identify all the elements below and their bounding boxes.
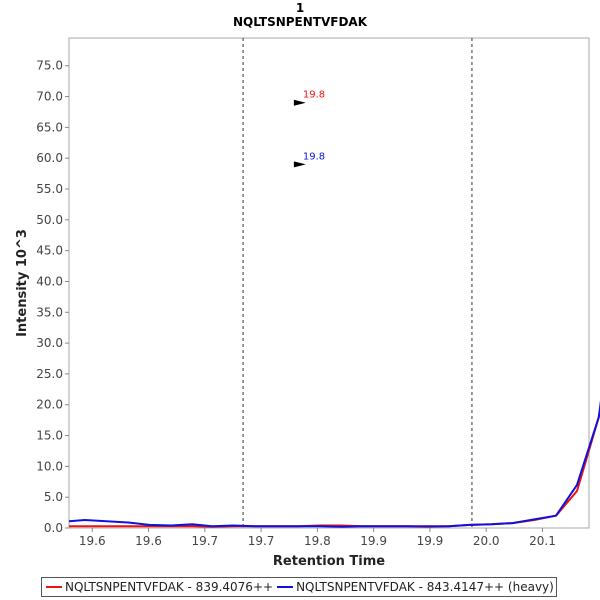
- series-line-1: [68, 400, 600, 528]
- x-axis: 19.6 19.6 19.7 19.7 19.8 19.9 19.9 20.0 20.1: [79, 528, 556, 548]
- peak-label: 19.8: [303, 151, 325, 162]
- x-tick-label: 19.6: [135, 534, 162, 548]
- integration-boundaries: [242, 38, 473, 528]
- x-tick-label: 19.9: [417, 534, 444, 548]
- plot-area: [68, 37, 590, 529]
- x-tick-label: 20.0: [473, 534, 500, 548]
- y-tick-label: 40.0: [36, 274, 63, 288]
- chart-title: 1: [296, 1, 304, 15]
- y-tick-label: 45.0: [36, 244, 63, 258]
- legend-swatch-blue-line: [277, 586, 294, 588]
- y-tick-label: 70.0: [36, 90, 63, 104]
- y-tick-label: 60.0: [36, 151, 63, 165]
- x-tick-label: 19.8: [304, 534, 331, 548]
- peak-annotations: 19.8 19.8: [293, 90, 325, 168]
- x-tick-label: 20.1: [529, 534, 556, 548]
- y-tick-label: 20.0: [36, 398, 63, 412]
- y-tick-label: 75.0: [36, 59, 63, 73]
- legend-item-heavy[interactable]: NQLTSNPENTVFDAK - 843.4147++ (heavy): [277, 580, 554, 594]
- y-tick-label: 35.0: [36, 305, 63, 319]
- peak-arrow: [293, 161, 306, 168]
- chart-subtitle: NQLTSNPENTVFDAK: [233, 15, 368, 29]
- x-tick-label: 19.6: [79, 534, 106, 548]
- legend-label-light: NQLTSNPENTVFDAK - 839.4076++: [65, 580, 274, 594]
- legend-label-heavy: NQLTSNPENTVFDAK - 843.4147++ (heavy): [296, 580, 554, 594]
- y-tick-label: 10.0: [36, 459, 63, 473]
- y-tick-label: 30.0: [36, 336, 63, 350]
- legend-swatch-red-line: [46, 586, 62, 588]
- peak-label: 19.8: [303, 90, 325, 101]
- y-tick-label: 5.0: [44, 490, 63, 504]
- series-lines: [68, 400, 600, 528]
- chromatogram-chart: 1 NQLTSNPENTVFDAK 0.0 5.0 10.0 15.0 20.0 25.0…: [15, 1, 600, 569]
- x-tick-label: 19.7: [191, 534, 218, 548]
- x-tick-label: 19.9: [360, 534, 387, 548]
- y-axis-label: Intensity 10^3: [15, 229, 30, 337]
- x-axis-label: Retention Time: [273, 554, 385, 569]
- chart-legend: NQLTSNPENTVFDAK - 839.4076++ NQLTSNPENTV…: [41, 577, 557, 597]
- peak-arrow: [293, 99, 306, 106]
- y-tick-label: 65.0: [36, 120, 63, 134]
- y-tick-label: 0.0: [44, 521, 63, 535]
- y-axis: 0.0 5.0 10.0 15.0 20.0 25.0 30.0 35.0 40.0 45.0 50…: [36, 59, 69, 535]
- y-tick-label: 15.0: [36, 429, 63, 443]
- y-tick-label: 25.0: [36, 367, 63, 381]
- x-tick-label: 19.7: [248, 534, 275, 548]
- y-tick-label: 55.0: [36, 182, 63, 196]
- legend-item-light[interactable]: NQLTSNPENTVFDAK - 839.4076++: [46, 580, 273, 594]
- y-tick-label: 50.0: [36, 213, 63, 227]
